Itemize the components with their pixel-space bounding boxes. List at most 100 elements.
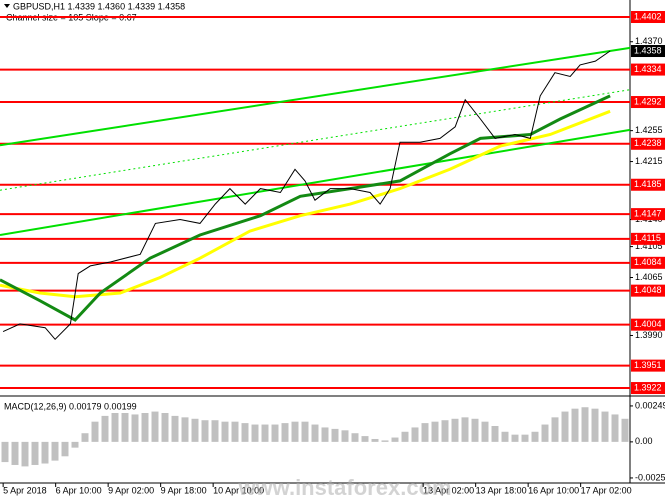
macd-bar [221, 421, 229, 442]
macd-bar [411, 427, 419, 442]
macd-bar [561, 411, 569, 442]
macd-bar [521, 434, 529, 442]
level-label: 1.4185 [634, 179, 662, 189]
macd-bar [71, 441, 79, 448]
macd-bar [181, 417, 189, 442]
y-tick-label: 0.00 [635, 436, 653, 446]
macd-bar [41, 441, 49, 464]
macd-bar [571, 408, 579, 442]
macd-bar [111, 413, 119, 442]
macd-bar [331, 428, 339, 442]
series-line [0, 128, 631, 236]
macd-bar [461, 417, 469, 442]
macd-bar [401, 431, 409, 442]
macd-bar [321, 427, 329, 442]
level-label: 1.4402 [634, 11, 662, 21]
series-line [0, 89, 631, 191]
macd-bar [511, 434, 519, 442]
macd-bar [131, 414, 139, 442]
level-label-bg [631, 178, 665, 191]
macd-bar [431, 421, 439, 442]
macd-bar [1, 441, 9, 463]
y-tick-label: 0.00249 [635, 400, 665, 410]
series-line [0, 46, 631, 147]
y-tick-label: -0.0025 [635, 472, 665, 482]
level-label: 1.4334 [634, 64, 662, 74]
series-line [2, 50, 611, 341]
macd-bar [291, 421, 299, 442]
macd-bar [451, 418, 459, 442]
level-label-bg [631, 137, 665, 150]
last-price-label: 1.4358 [634, 45, 662, 55]
level-label: 1.4292 [634, 96, 662, 106]
macd-bar [391, 437, 399, 442]
macd-bar [441, 420, 449, 442]
macd-bar [81, 433, 89, 442]
macd-bar [471, 418, 479, 442]
x-tick-label: 17 Apr 02:00 [581, 485, 632, 495]
macd-bar [21, 441, 29, 467]
x-tick-label: 5 Apr 2018 [3, 485, 47, 495]
level-label-bg [631, 382, 665, 395]
macd-bar [141, 413, 149, 442]
y-tick-label: 1.4255 [635, 125, 663, 135]
macd-bar [211, 420, 219, 442]
macd-bar [271, 424, 279, 442]
macd-bar [531, 431, 539, 442]
chart-title: GBPUSD,H1 1.4339 1.4360 1.4339 1.4358 [13, 1, 185, 11]
macd-bar [541, 424, 549, 442]
watermark: www.instaforex.com [237, 475, 451, 499]
x-tick-label: 10 Apr 10:00 [213, 485, 264, 495]
y-tick-label: 1.4215 [635, 156, 663, 166]
y-tick-label: 1.3990 [635, 330, 663, 340]
level-label: 1.4238 [634, 138, 662, 148]
macd-bar [161, 413, 169, 442]
macd-bar [281, 423, 289, 442]
macd-bar [101, 415, 109, 442]
x-tick-label: 13 Apr 18:00 [476, 485, 527, 495]
macd-bar [231, 421, 239, 442]
macd-bar [341, 430, 349, 442]
macd-bar [581, 407, 589, 442]
macd-bar [361, 436, 369, 442]
macd-bar [261, 424, 269, 442]
level-label-bg [631, 96, 665, 109]
dropdown-icon [4, 4, 10, 8]
series-line [0, 94, 611, 322]
x-tick-label: 9 Apr 18:00 [161, 485, 207, 495]
macd-bar [591, 408, 599, 442]
macd-bar [31, 441, 39, 465]
x-tick-label: 13 Apr 02:00 [423, 485, 474, 495]
x-tick-label: 16 Apr 10:00 [528, 485, 579, 495]
macd-bar [621, 418, 629, 442]
level-label-bg [631, 318, 665, 331]
macd-bar [251, 424, 259, 442]
level-label: 1.4004 [634, 319, 662, 329]
macd-bar [51, 441, 59, 461]
macd-bar [601, 411, 609, 442]
level-label: 1.4147 [634, 208, 662, 218]
x-tick-label: 9 Apr 02:00 [108, 485, 154, 495]
macd-bar [551, 417, 559, 442]
level-label: 1.3951 [634, 360, 662, 370]
y-tick-label: 1.4105 [635, 241, 663, 251]
series-line [0, 109, 611, 299]
x-tick-label: 6 Apr 10:00 [56, 485, 102, 495]
level-label-bg [631, 256, 665, 269]
level-label-bg [631, 208, 665, 221]
level-label-bg [631, 284, 665, 297]
macd-bar [241, 423, 249, 442]
macd-bar [611, 414, 619, 442]
macd-bar [351, 433, 359, 442]
level-label-bg [631, 63, 665, 76]
macd-bar [91, 421, 99, 442]
level-label: 1.4084 [634, 257, 662, 267]
macd-bar [121, 413, 129, 442]
macd-bar [301, 421, 309, 442]
macd-bar [501, 431, 509, 442]
macd-bar [481, 421, 489, 442]
macd-bar [491, 425, 499, 442]
y-tick-label: 1.4370 [635, 36, 663, 46]
